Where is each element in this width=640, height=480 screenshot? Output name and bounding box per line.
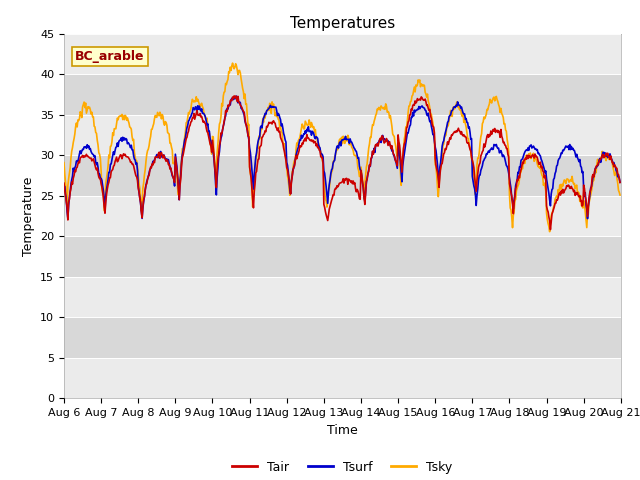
Tair xyxy=(60,180,68,186)
Tsky xyxy=(184,115,191,120)
Tair xyxy=(427,113,435,119)
Title: Temperatures: Temperatures xyxy=(290,16,395,31)
Line: Tsurf: Tsurf xyxy=(64,96,620,218)
Bar xyxy=(64,358,621,398)
Bar xyxy=(64,34,621,74)
Tsky xyxy=(616,192,624,198)
Bar xyxy=(64,317,621,358)
Tair xyxy=(127,159,135,165)
Bar xyxy=(64,236,621,277)
Bar xyxy=(64,155,621,196)
Y-axis label: Temperature: Temperature xyxy=(22,176,35,256)
Line: Tsky: Tsky xyxy=(64,63,620,232)
Tsurf xyxy=(232,93,240,99)
Tsky xyxy=(546,229,554,235)
Tsky xyxy=(127,126,135,132)
Tsky xyxy=(410,84,418,90)
Tsurf xyxy=(60,183,68,189)
Bar xyxy=(64,115,621,155)
X-axis label: Time: Time xyxy=(327,424,358,437)
Bar xyxy=(64,277,621,317)
Legend: Tair, Tsurf, Tsky: Tair, Tsurf, Tsky xyxy=(227,456,458,479)
Tsurf xyxy=(616,180,624,185)
Tair xyxy=(547,227,554,232)
Bar xyxy=(64,74,621,115)
Line: Tair: Tair xyxy=(64,96,620,229)
Tair xyxy=(70,173,78,179)
Tair xyxy=(616,180,624,185)
Tsky xyxy=(60,160,68,166)
Tair xyxy=(213,167,221,173)
Tsurf xyxy=(184,122,191,128)
Tsurf xyxy=(127,143,135,148)
Tsurf xyxy=(410,107,418,113)
Tair xyxy=(230,93,238,99)
Tsky xyxy=(213,150,221,156)
Tsky xyxy=(228,60,236,66)
Tsurf xyxy=(427,118,435,124)
Bar xyxy=(64,196,621,236)
Tsky xyxy=(70,136,78,142)
Tair xyxy=(410,102,418,108)
Tsurf xyxy=(584,216,591,221)
Tsurf xyxy=(70,168,78,174)
Tsky xyxy=(427,110,435,116)
Tair xyxy=(184,131,191,136)
Tsurf xyxy=(213,175,221,181)
Text: BC_arable: BC_arable xyxy=(75,50,145,63)
